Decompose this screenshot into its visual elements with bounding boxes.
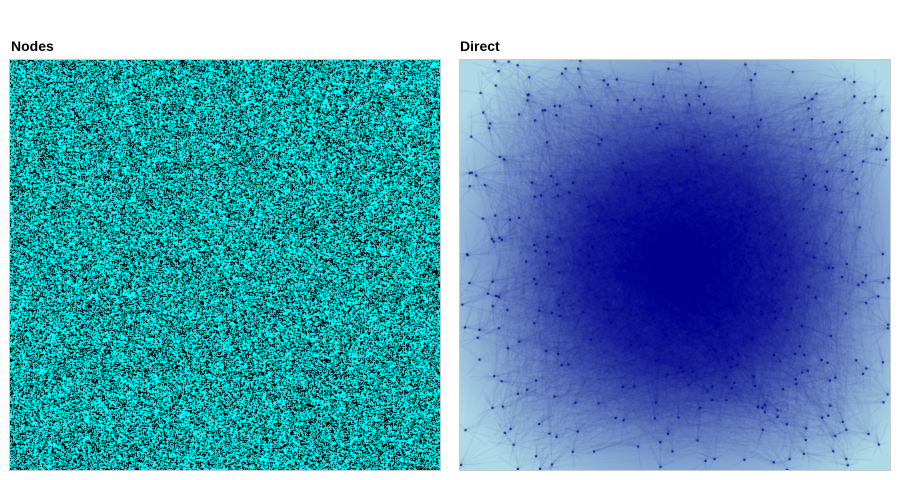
direct-panel-title: Direct (460, 38, 500, 54)
direct-plot (459, 59, 891, 471)
nodes-panel-title: Nodes (11, 38, 54, 54)
nodes-plot (9, 59, 441, 471)
